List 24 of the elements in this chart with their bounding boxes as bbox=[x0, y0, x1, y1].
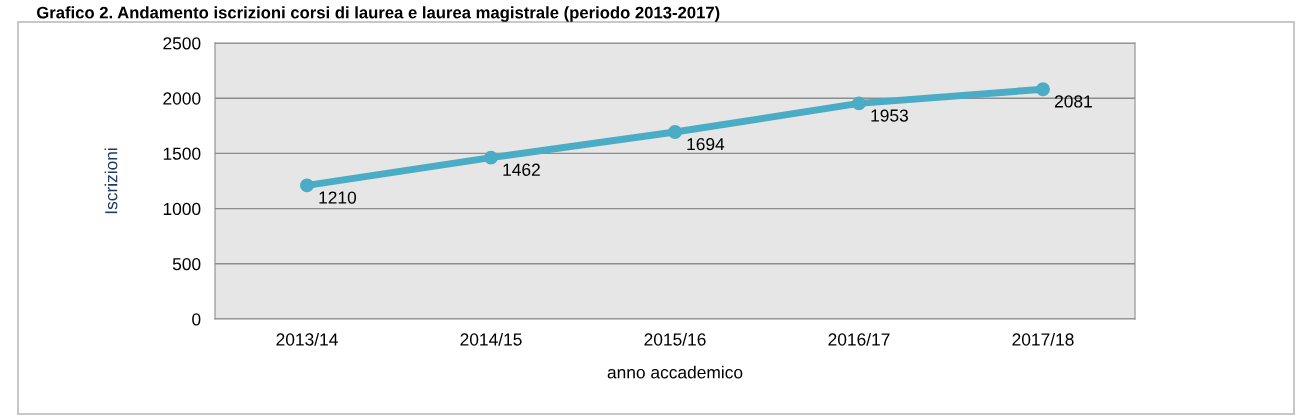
point bbox=[852, 96, 866, 111]
data-label: 2081 bbox=[1054, 95, 1092, 108]
point bbox=[1036, 82, 1050, 97]
y-tick-label: 1500 bbox=[163, 147, 201, 160]
y-tick-label: 0 bbox=[192, 313, 201, 326]
data-label: 1210 bbox=[319, 191, 357, 204]
y-tick-label: 500 bbox=[172, 257, 201, 271]
data-label: 1953 bbox=[871, 109, 908, 122]
data-label: 1694 bbox=[687, 138, 725, 151]
y-axis-title: Iscrizioni bbox=[104, 148, 118, 214]
x-tick-label: 2016/17 bbox=[828, 332, 890, 346]
x-tick-label: 2017/18 bbox=[1012, 332, 1074, 346]
x-tick-label: 2015/16 bbox=[644, 332, 706, 346]
x-tick-label: 2014/15 bbox=[460, 332, 522, 346]
point bbox=[484, 150, 498, 165]
data-label: 1462 bbox=[503, 163, 540, 176]
point bbox=[668, 125, 682, 139]
chart-title: Grafico 2. Andamento iscrizioni corsi di laurea e laurea magistrale (periodo 2013-2017) bbox=[36, 6, 720, 22]
y-tick-label: 2000 bbox=[163, 92, 201, 105]
point bbox=[300, 178, 314, 193]
x-axis-title: anno accademico bbox=[607, 365, 743, 379]
y-tick-label: 2500 bbox=[163, 37, 201, 50]
x-tick-label: 2013/14 bbox=[276, 332, 338, 346]
y-tick-label: 1000 bbox=[163, 202, 201, 216]
